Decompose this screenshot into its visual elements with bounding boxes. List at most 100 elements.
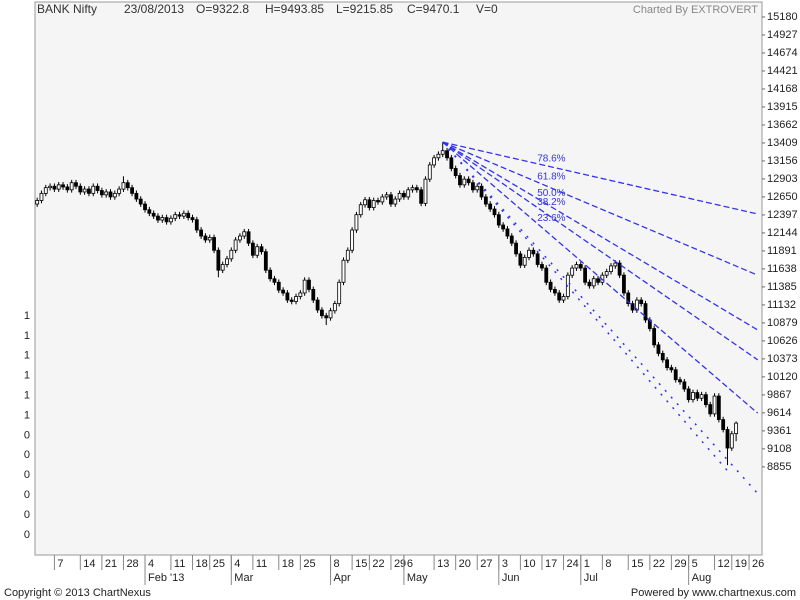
candle-body <box>65 186 70 191</box>
x-tick-label: 3 <box>502 558 508 570</box>
candle-body <box>587 281 592 287</box>
y-tick-label: 8855 <box>767 461 791 473</box>
x-tick-label: 19 <box>735 558 747 570</box>
fan-label: 78.6% <box>537 153 565 164</box>
candle-body <box>220 264 225 271</box>
candle-body <box>609 265 613 273</box>
x-tick-label: 4 <box>148 558 154 570</box>
y-tick-label: 9361 <box>767 425 791 437</box>
month-label: Aug <box>692 572 712 584</box>
candle-body <box>410 187 415 191</box>
candle-body <box>475 185 480 191</box>
x-tick-label: 8 <box>334 558 340 570</box>
candle-body <box>108 191 113 198</box>
candle-body <box>48 185 53 189</box>
x-tick-label: 8 <box>605 558 611 570</box>
candle-body <box>307 279 311 290</box>
candle-body <box>229 249 234 260</box>
left-axis-label: 1 <box>24 310 30 322</box>
left-axis-label: 0 <box>24 529 30 541</box>
header-field: H=9493.85 <box>265 2 324 16</box>
y-tick-label: 15180 <box>767 11 798 23</box>
y-tick-label: 10879 <box>767 317 798 329</box>
y-tick-label: 11891 <box>767 245 797 257</box>
candle-body <box>238 235 242 241</box>
candle-body <box>496 214 501 226</box>
candle-body <box>104 191 109 196</box>
candle-body <box>194 219 199 231</box>
candle-body <box>704 394 708 406</box>
candle-body <box>138 198 143 205</box>
candle-body <box>39 192 44 201</box>
candle-body <box>276 281 281 291</box>
x-tick-label: 18 <box>195 558 207 570</box>
candle-body <box>643 303 648 321</box>
x-tick-label: 25 <box>213 558 225 570</box>
candle-body <box>173 214 178 219</box>
candle-body <box>363 199 367 206</box>
y-tick-label: 14421 <box>767 65 798 77</box>
candle-body <box>514 242 518 255</box>
candle-body <box>393 198 398 205</box>
candle-body <box>419 189 424 204</box>
candle-body <box>259 246 264 253</box>
candle-body <box>250 242 255 256</box>
candle-body <box>734 422 739 434</box>
candle-body <box>721 419 726 430</box>
candle-body <box>678 379 682 383</box>
candle-body <box>401 192 406 198</box>
left-axis-label: 1 <box>24 350 30 362</box>
candle-body <box>488 203 493 210</box>
candle-body <box>112 192 117 198</box>
candle-body <box>656 344 661 354</box>
candle-body <box>380 196 385 203</box>
candle-body <box>87 188 91 194</box>
y-tick-label: 11638 <box>767 263 797 275</box>
x-tick-label: 7 <box>57 558 63 570</box>
candle-body <box>337 281 342 305</box>
candle-body <box>591 278 596 287</box>
header-field: C=9470.1 <box>407 2 460 16</box>
month-label: Jul <box>584 572 598 584</box>
credit: Charted By EXTROVERT <box>633 4 758 16</box>
candle-body <box>553 288 557 294</box>
candle-body <box>225 258 229 265</box>
candle-body <box>652 328 657 346</box>
candle-body <box>95 185 100 191</box>
candle-body <box>522 256 527 266</box>
candle-body <box>117 188 122 194</box>
candle-body <box>570 267 575 276</box>
fan-line <box>442 141 759 331</box>
candle-body <box>527 249 531 258</box>
candle-body <box>294 296 298 302</box>
x-tick-label: 28 <box>126 558 138 570</box>
candle-body <box>617 262 622 276</box>
y-tick-label: 10120 <box>767 371 798 383</box>
candle-body <box>324 315 329 319</box>
y-tick-label: 13156 <box>767 155 798 167</box>
month-label: Jun <box>502 572 520 584</box>
x-tick-label: 29 <box>674 558 686 570</box>
candle-body <box>492 208 497 216</box>
candle-body <box>604 271 609 276</box>
candle-body <box>406 189 411 198</box>
candle-body <box>91 185 96 194</box>
candle-body <box>505 228 510 237</box>
x-tick-label: 18 <box>282 558 294 570</box>
candle-body <box>682 381 687 390</box>
candle-body <box>596 278 600 283</box>
candle-body <box>345 249 350 261</box>
fan-dotted-line <box>442 141 759 495</box>
candle-body <box>501 224 506 230</box>
candle-body <box>708 404 713 415</box>
x-tick-label: 14 <box>83 558 95 570</box>
candle-body <box>384 194 389 198</box>
x-tick-label: 13 <box>437 558 449 570</box>
y-tick-label: 14674 <box>767 47 798 59</box>
y-tick-label: 9614 <box>767 407 791 419</box>
candle-body <box>639 299 644 305</box>
candle-body <box>665 359 669 369</box>
candle-body <box>82 188 87 193</box>
